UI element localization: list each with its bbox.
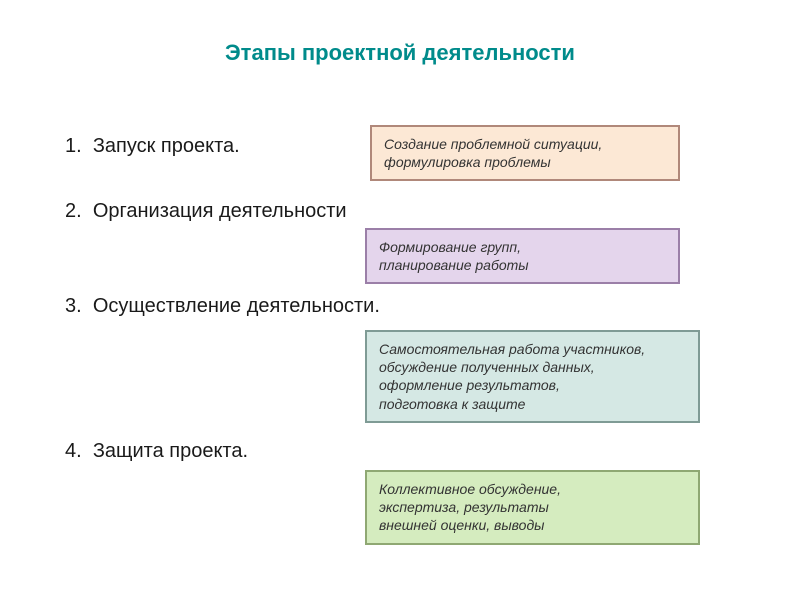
description-box-2: Формирование групп,планирование работы <box>365 228 680 284</box>
stage-text: Осуществление деятельности. <box>93 295 380 317</box>
box-line: оформление результатов, <box>379 376 686 394</box>
description-box-3: Самостоятельная работа участников, обсуж… <box>365 330 700 423</box>
stage-text: Запуск проекта. <box>93 135 240 157</box>
slide-container: Этапы проектной деятельности 1. Запуск п… <box>0 0 800 600</box>
stage-num: 3. <box>65 295 82 317</box>
description-box-4: Коллективное обсуждение,экспертиза, резу… <box>365 470 700 545</box>
stage-text: Защита проекта. <box>93 440 248 462</box>
stage-2: 2. Организация деятельности <box>65 200 347 223</box>
box-line: Самостоятельная работа участников, <box>379 340 686 358</box>
box-line: внешней оценки, выводы <box>379 516 686 534</box>
box-line: формулировка проблемы <box>384 153 666 171</box>
description-box-1: Создание проблемной ситуации,формулировк… <box>370 125 680 181</box>
stage-1: 1. Запуск проекта. <box>65 135 240 158</box>
box-line: подготовка к защите <box>379 395 686 413</box>
box-line: Коллективное обсуждение, <box>379 480 686 498</box>
stage-4: 4. Защита проекта. <box>65 440 248 463</box>
box-line: Создание проблемной ситуации, <box>384 135 666 153</box>
box-line: экспертиза, результаты <box>379 498 686 516</box>
page-title: Этапы проектной деятельности <box>60 40 740 66</box>
stage-text: Организация деятельности <box>93 200 347 222</box>
box-line: планирование работы <box>379 256 666 274</box>
box-line: обсуждение полученных данных, <box>379 358 686 376</box>
stage-3: 3. Осуществление деятельности. <box>65 295 380 318</box>
stage-num: 1. <box>65 135 82 157</box>
stage-num: 2. <box>65 200 82 222</box>
box-line: Формирование групп, <box>379 238 666 256</box>
stage-num: 4. <box>65 440 82 462</box>
